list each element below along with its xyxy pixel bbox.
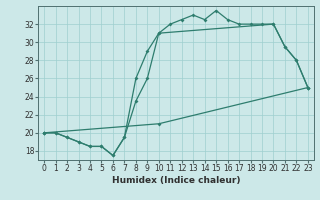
X-axis label: Humidex (Indice chaleur): Humidex (Indice chaleur) <box>112 176 240 185</box>
